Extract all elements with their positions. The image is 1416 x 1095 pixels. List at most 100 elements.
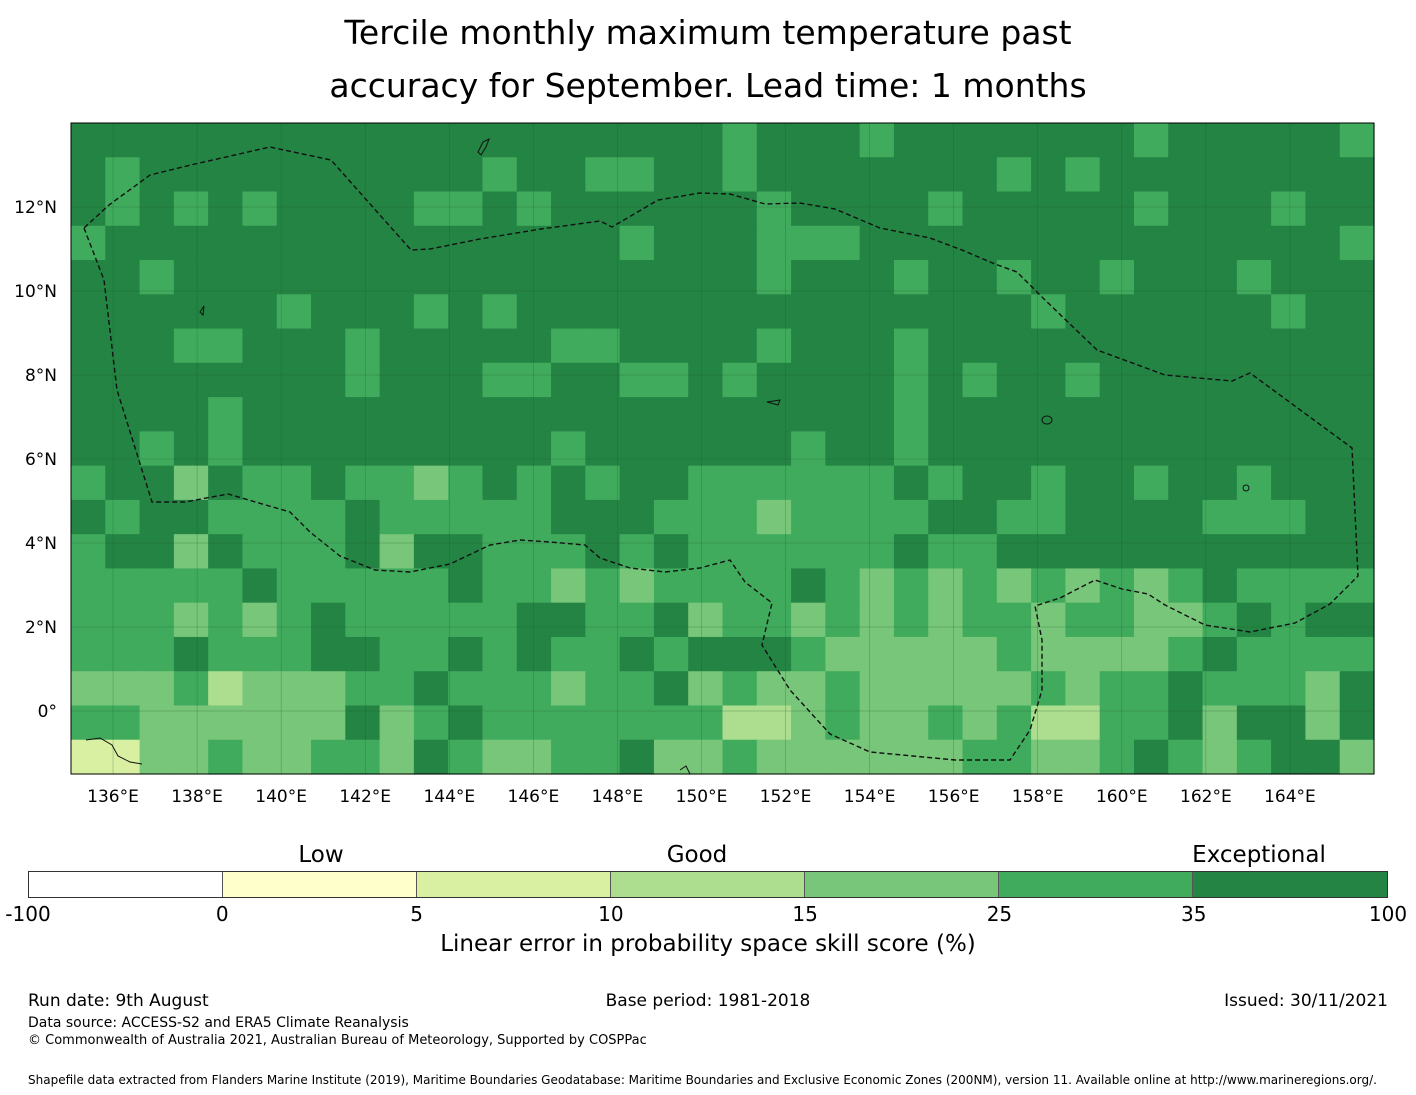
- skill-cell: [448, 602, 484, 638]
- skill-cell: [962, 157, 998, 193]
- skill-cell: [208, 362, 244, 398]
- skill-cell: [962, 397, 998, 432]
- colorbar-tick: -100: [5, 902, 51, 926]
- skill-cell: [413, 294, 449, 330]
- skill-cell: [585, 191, 621, 227]
- skill-cell: [1202, 465, 1238, 501]
- skill-cell: [1339, 568, 1375, 604]
- skill-cell: [1202, 123, 1238, 158]
- skill-cell: [551, 362, 586, 398]
- skill-cell: [139, 636, 175, 672]
- skill-cell: [1236, 534, 1272, 570]
- skill-cell: [413, 465, 449, 501]
- skill-cell: [928, 499, 964, 535]
- skill-cell: [139, 705, 175, 741]
- skill-cell: [722, 465, 758, 501]
- skill-cell: [551, 465, 586, 501]
- skill-cell: [413, 705, 449, 741]
- skill-cell: [722, 499, 758, 535]
- skill-cell: [105, 157, 141, 193]
- skill-cell: [208, 636, 244, 672]
- skill-cell: [996, 328, 1032, 364]
- skill-cell: [722, 157, 758, 193]
- skill-cell: [791, 534, 826, 570]
- skill-cell: [413, 636, 449, 672]
- skill-cell: [688, 260, 724, 295]
- skill-score-map: 136°E 138°E 140°E 142°E 144°E 146°E 148°E 150°E…: [14, 122, 1375, 807]
- skill-cell: [242, 225, 278, 261]
- skill-cell: [653, 636, 689, 672]
- skill-cell: [653, 225, 689, 261]
- skill-cell: [996, 534, 1032, 570]
- skill-cell: [962, 328, 998, 364]
- skill-cell: [345, 157, 381, 193]
- skill-cell: [208, 671, 244, 707]
- skill-cell: [482, 191, 518, 227]
- title-line-2: accuracy for September. Lead time: 1 mon…: [329, 66, 1087, 105]
- skill-cell: [1305, 499, 1341, 535]
- skill-cell: [1065, 362, 1101, 398]
- skill-cell: [722, 328, 758, 364]
- skill-cell: [688, 328, 724, 364]
- skill-cell: [448, 397, 484, 432]
- lon-tick-label: 152°E: [760, 787, 812, 807]
- skill-cell: [208, 191, 244, 227]
- eez-boundary: [83, 146, 1359, 761]
- skill-cell: [1099, 671, 1135, 707]
- skill-cell: [996, 260, 1032, 295]
- skill-cell: [311, 568, 346, 604]
- skill-cell: [962, 499, 998, 535]
- colorbar-tick: 35: [1180, 902, 1207, 926]
- skill-cell: [413, 225, 449, 261]
- skill-cell: [139, 397, 175, 432]
- skill-cell: [1031, 260, 1066, 295]
- skill-cell: [413, 191, 449, 227]
- skill-cell: [173, 465, 209, 501]
- skill-cell: [173, 328, 209, 364]
- skill-cell: [791, 123, 826, 158]
- skill-cell: [1202, 225, 1238, 261]
- skill-cell: [311, 636, 346, 672]
- skill-cell: [859, 568, 895, 604]
- lat-tick-label: 4°N: [25, 534, 57, 554]
- skill-cell: [482, 225, 518, 261]
- skill-cell: [928, 705, 964, 741]
- skill-cell: [105, 636, 141, 672]
- skill-cell: [516, 602, 552, 638]
- skill-cell: [653, 157, 689, 193]
- skill-cell: [722, 739, 758, 775]
- skill-cell: [71, 739, 106, 775]
- skill-cell: [345, 499, 381, 535]
- skill-cell: [482, 636, 518, 672]
- skill-cell: [1065, 499, 1101, 535]
- skill-cell: [1133, 602, 1169, 638]
- skill-cell: [139, 739, 175, 775]
- skill-cell: [1305, 636, 1341, 672]
- skill-cell: [1339, 191, 1375, 227]
- colorbar-segment: [29, 872, 223, 897]
- skill-cell: [1236, 739, 1272, 775]
- skill-cell: [448, 465, 484, 501]
- skill-cell: [1202, 294, 1238, 330]
- pohnpei-island: [1041, 415, 1053, 425]
- skill-cell: [996, 397, 1032, 432]
- skill-cell: [791, 260, 826, 295]
- colorbar-label: Linear error in probability space skill …: [440, 931, 976, 957]
- skill-cell: [276, 431, 312, 467]
- skill-cell: [825, 705, 861, 741]
- lon-tick-label: 146°E: [508, 787, 560, 807]
- skill-cell: [242, 397, 278, 432]
- skill-cell: [996, 499, 1032, 535]
- skill-cell: [379, 225, 415, 261]
- skill-cell: [585, 362, 621, 398]
- skill-cell: [996, 191, 1032, 227]
- skill-cell: [1168, 534, 1204, 570]
- skill-cell: [71, 260, 106, 295]
- skill-cell: [688, 191, 724, 227]
- skill-cell: [688, 568, 724, 604]
- skill-cell: [1271, 123, 1307, 158]
- skill-cell: [71, 534, 106, 570]
- skill-cell: [1168, 123, 1204, 158]
- skill-cell: [1305, 671, 1341, 707]
- skill-cell: [928, 397, 964, 432]
